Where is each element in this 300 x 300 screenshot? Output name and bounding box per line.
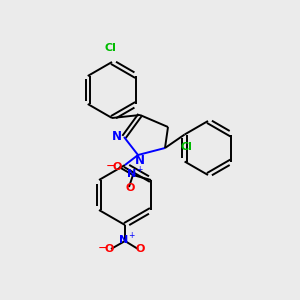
Text: O: O [135, 244, 145, 254]
Text: N: N [112, 130, 122, 142]
Text: O: O [104, 244, 114, 254]
Text: N: N [128, 169, 136, 179]
Text: O: O [125, 183, 135, 193]
Text: −: − [106, 160, 116, 172]
Text: +: + [136, 165, 142, 174]
Text: O: O [112, 162, 122, 172]
Text: Cl: Cl [181, 142, 193, 152]
Text: N: N [119, 235, 129, 245]
Text: Cl: Cl [104, 43, 116, 53]
Text: +: + [128, 231, 134, 240]
Text: N: N [135, 154, 145, 167]
Text: −: − [98, 242, 108, 254]
